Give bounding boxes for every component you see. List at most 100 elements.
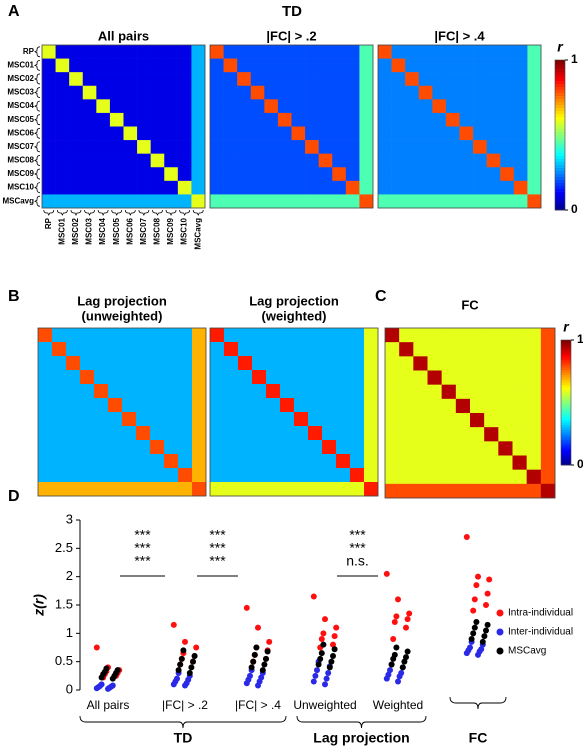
heatmap-cell	[486, 180, 501, 195]
heatmap-cell	[336, 398, 351, 413]
heatmap-cell	[137, 112, 151, 127]
heatmap-cell	[82, 112, 97, 127]
heatmap-cell	[237, 99, 252, 114]
data-point	[473, 582, 480, 589]
heatmap-cell	[66, 398, 81, 413]
heatmap-cell	[470, 398, 485, 414]
panel-label: A	[8, 3, 20, 20]
heatmap-cell	[250, 194, 265, 209]
data-point	[406, 610, 413, 617]
heatmap-cell	[210, 194, 224, 209]
heatmap-cell	[455, 427, 471, 442]
row-brace	[34, 114, 41, 126]
heatmap-cell	[42, 45, 56, 59]
heatmap-cell	[69, 45, 84, 59]
col-brace	[138, 209, 150, 216]
heatmap-cell	[413, 398, 428, 414]
colorbar-step	[555, 81, 565, 85]
y-tick-label: 0	[66, 681, 73, 696]
heatmap-cell	[80, 342, 95, 357]
heatmap-cell	[540, 469, 556, 485]
heatmap-cell	[526, 413, 542, 428]
heatmap-cell	[80, 356, 95, 371]
row-brace	[34, 168, 41, 180]
heatmap-cell	[305, 85, 319, 100]
colorbar-step	[561, 377, 571, 381]
heatmap-cell	[150, 153, 165, 168]
heatmap-cell	[280, 370, 295, 385]
heatmap-cell	[178, 398, 193, 413]
heatmap-cell	[399, 483, 414, 499]
heatmap-title: |FC| > .4	[434, 28, 485, 43]
heatmap-cell	[252, 328, 267, 343]
heatmap-cell	[540, 342, 556, 357]
heatmap-cell	[266, 398, 281, 413]
heatmap-cell	[137, 194, 151, 209]
heatmap-cell	[308, 426, 323, 441]
heatmap-cell	[150, 398, 165, 413]
heatmap-cell	[405, 99, 420, 114]
heatmap-cell	[359, 194, 374, 209]
heatmap-cell	[69, 72, 84, 87]
data-point	[314, 667, 320, 674]
heatmap-cell	[336, 440, 351, 455]
heatmap-cell	[484, 469, 499, 485]
heatmap-cell	[513, 112, 528, 127]
heatmap-cell	[378, 153, 392, 168]
heatmap-cell	[238, 370, 253, 385]
heatmap-cell	[42, 85, 56, 100]
colorbar-step	[561, 352, 571, 356]
heatmap-cell	[498, 483, 513, 499]
heatmap-cell	[238, 454, 253, 469]
heatmap-cell	[96, 153, 111, 168]
heatmap-cell	[109, 99, 124, 114]
heatmap-cell	[164, 398, 179, 413]
heatmap-cell	[470, 356, 485, 371]
heatmap-cell	[322, 426, 337, 441]
heatmap-cell	[484, 342, 499, 357]
heatmap-cell	[413, 370, 428, 385]
heatmap-cell	[455, 342, 471, 357]
heatmap-cell	[266, 482, 281, 497]
data-point	[182, 638, 188, 645]
heatmap-cell	[336, 426, 351, 441]
heatmap-cell	[391, 99, 406, 114]
heatmap-cell	[250, 140, 265, 154]
data-point	[312, 672, 319, 679]
heatmap-cell	[385, 328, 400, 343]
heatmap-cell	[277, 194, 292, 209]
heatmap-cell	[540, 384, 556, 400]
data-point	[191, 653, 198, 659]
heatmap-cell	[69, 194, 84, 209]
heatmap-cell	[82, 194, 97, 209]
heatmap-cell	[277, 112, 292, 127]
heatmap-cell	[66, 412, 81, 427]
heatmap-cell	[80, 398, 95, 413]
heatmap-cell	[294, 356, 309, 371]
heatmap-cell	[291, 72, 306, 87]
heatmap-cell	[277, 58, 292, 73]
heatmap-cell	[277, 99, 292, 114]
heatmap-cell	[500, 45, 515, 59]
heatmap-cell	[123, 85, 138, 100]
heatmap-cell	[191, 167, 206, 182]
heatmap-cell	[345, 180, 360, 195]
heatmap-cell	[527, 126, 542, 141]
heatmap-cell	[250, 180, 265, 195]
data-point	[315, 661, 322, 668]
heatmap-cell	[427, 342, 442, 357]
data-point	[484, 590, 491, 597]
heatmap-cell	[513, 45, 528, 59]
heatmap-cell	[238, 328, 253, 343]
heatmap-cell	[82, 72, 97, 87]
heatmap-cell	[82, 58, 97, 73]
heatmap-cell	[391, 140, 406, 154]
heatmap-cell	[177, 140, 192, 154]
heatmap-cell	[191, 126, 206, 141]
heatmap-cell	[459, 126, 474, 141]
heatmap-cell	[164, 140, 179, 154]
heatmap-cell	[385, 342, 400, 357]
data-point	[326, 664, 333, 671]
data-point	[170, 681, 177, 688]
heatmap-cell	[164, 328, 179, 343]
